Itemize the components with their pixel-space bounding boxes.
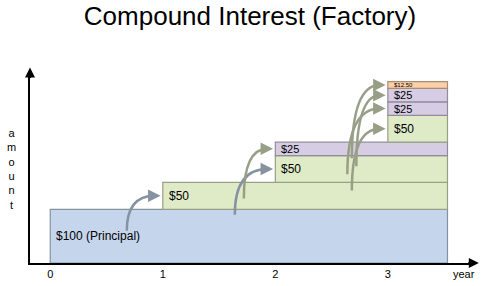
svg-text:$50: $50 xyxy=(281,162,301,176)
svg-text:$12.50: $12.50 xyxy=(394,82,413,88)
svg-text:Compound Interest (Factory): Compound Interest (Factory) xyxy=(84,1,416,31)
svg-text:$50: $50 xyxy=(169,189,189,203)
svg-text:$50: $50 xyxy=(394,122,414,136)
svg-text:$25: $25 xyxy=(394,103,412,115)
svg-text:$100 (Principal): $100 (Principal) xyxy=(56,229,140,243)
svg-text:1: 1 xyxy=(160,268,166,280)
svg-text:0: 0 xyxy=(47,268,53,280)
svg-text:$25: $25 xyxy=(281,143,299,155)
svg-text:year: year xyxy=(453,268,475,280)
svg-text:amount: amount xyxy=(7,127,16,211)
svg-text:$25: $25 xyxy=(394,89,412,101)
svg-text:3: 3 xyxy=(385,268,391,280)
svg-text:2: 2 xyxy=(272,268,278,280)
